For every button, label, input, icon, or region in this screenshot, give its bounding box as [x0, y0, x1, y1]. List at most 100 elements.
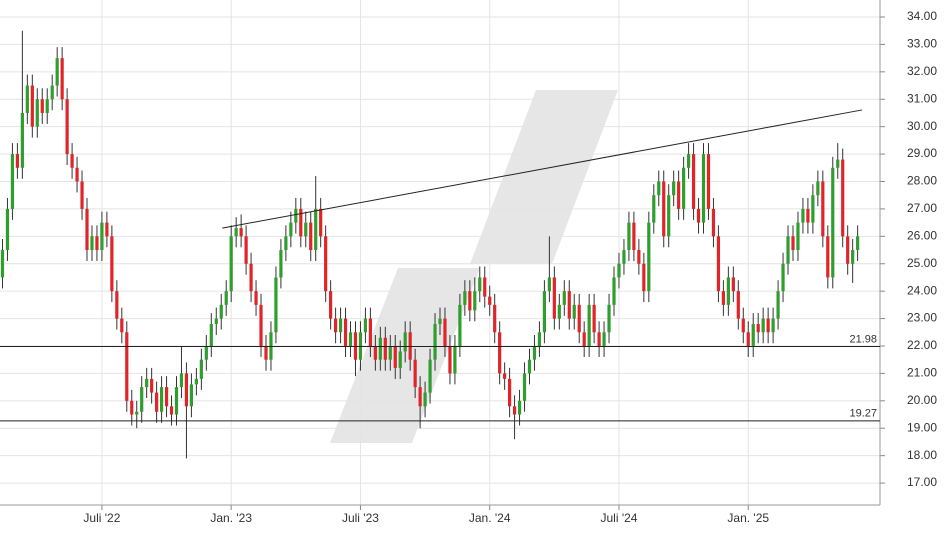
candle-body: [592, 304, 596, 333]
candle-body: [597, 332, 601, 346]
x-tick-label: Juli '24: [600, 511, 637, 525]
candle-body: [314, 208, 318, 251]
candle-body: [0, 250, 5, 278]
candle-body: [135, 411, 139, 415]
candle-body: [503, 373, 507, 379]
candle-body: [433, 324, 437, 360]
candle-body: [811, 195, 815, 223]
candle-body: [488, 296, 492, 305]
y-tick-label: 18.00: [907, 448, 937, 462]
candle-body: [512, 406, 517, 415]
candle-body: [249, 263, 253, 292]
y-tick-label: 22.00: [907, 338, 937, 352]
y-tick-label: 34.00: [907, 9, 937, 23]
candle-body: [319, 208, 323, 237]
candle-body: [140, 387, 144, 412]
candle-body: [50, 85, 54, 100]
y-tick-label: 32.00: [907, 64, 937, 78]
candle-body: [363, 318, 368, 333]
candle-body: [672, 181, 676, 196]
candle-body: [214, 318, 218, 325]
x-tick-label: Jan. '25: [727, 511, 769, 525]
candle-body: [239, 228, 243, 237]
candle-body: [761, 318, 765, 333]
y-tick-label: 23.00: [907, 311, 937, 325]
candle-body: [159, 387, 164, 412]
candle-body: [333, 318, 338, 333]
candle-body: [95, 236, 99, 251]
candle-body: [100, 222, 104, 251]
candle-body: [547, 277, 551, 292]
candle-body: [691, 154, 696, 209]
watermark: [330, 90, 618, 443]
candle-body: [174, 387, 179, 415]
candle-body: [438, 318, 442, 325]
candle-body: [831, 167, 835, 278]
candle-body: [682, 167, 686, 209]
candle-body: [821, 181, 825, 237]
candle-body: [587, 304, 591, 346]
candle-body: [791, 236, 795, 251]
candle-body: [517, 400, 522, 415]
candle-body: [80, 181, 84, 209]
candle-body: [796, 222, 800, 251]
candle-body: [10, 154, 15, 209]
candle-body: [368, 318, 372, 346]
candle-body: [279, 250, 283, 278]
candle-body: [498, 332, 502, 374]
candle-body: [801, 208, 805, 223]
candle-body: [572, 304, 576, 319]
y-tick-label: 20.00: [907, 393, 937, 407]
x-tick-label: Jan. '23: [210, 511, 252, 525]
candle-body: [209, 324, 213, 346]
candle-body: [299, 208, 303, 237]
candle-body: [164, 387, 169, 407]
candle-body: [15, 154, 20, 168]
candle-body: [348, 332, 353, 346]
candle-body: [130, 400, 134, 415]
candle-body: [647, 222, 651, 292]
candle-body: [756, 324, 760, 333]
candle-body: [443, 318, 447, 346]
y-tick-label: 31.00: [907, 91, 937, 105]
y-tick-label: 29.00: [907, 146, 937, 160]
candle-body: [751, 324, 755, 346]
candle-body: [677, 181, 681, 209]
candle-body: [388, 345, 392, 360]
candle-body: [199, 359, 203, 379]
candle-body: [120, 318, 124, 333]
candle-body: [408, 332, 412, 360]
candle-body: [478, 277, 482, 292]
candle-body: [542, 291, 547, 333]
candle-body: [532, 345, 537, 360]
candle-body: [468, 291, 472, 311]
candle-body: [30, 85, 34, 127]
candle-body: [244, 236, 248, 264]
candle-body: [781, 263, 785, 292]
candle-body: [125, 332, 129, 401]
candle-body: [582, 332, 586, 346]
candle-body: [667, 195, 671, 237]
candle-body: [304, 222, 308, 237]
candle-body: [343, 318, 348, 346]
candle-body: [20, 112, 24, 168]
candle-body: [607, 304, 611, 333]
candle-body: [353, 332, 358, 360]
candle-body: [622, 250, 626, 264]
candle-body: [45, 99, 49, 113]
level-label: 19.27: [849, 408, 877, 420]
candle-body: [637, 250, 641, 264]
candle-body: [115, 291, 119, 319]
candle-body: [378, 337, 382, 360]
candle-body: [75, 167, 79, 182]
candle-body: [85, 208, 89, 251]
candle-body: [423, 392, 427, 407]
candle-body: [274, 277, 278, 333]
candle-body: [577, 304, 581, 333]
candle-body: [324, 236, 328, 292]
candle-body: [294, 208, 298, 223]
candle-body: [602, 332, 606, 346]
candle-body: [657, 181, 661, 196]
candle-body: [224, 291, 228, 305]
candle-body: [35, 99, 39, 127]
